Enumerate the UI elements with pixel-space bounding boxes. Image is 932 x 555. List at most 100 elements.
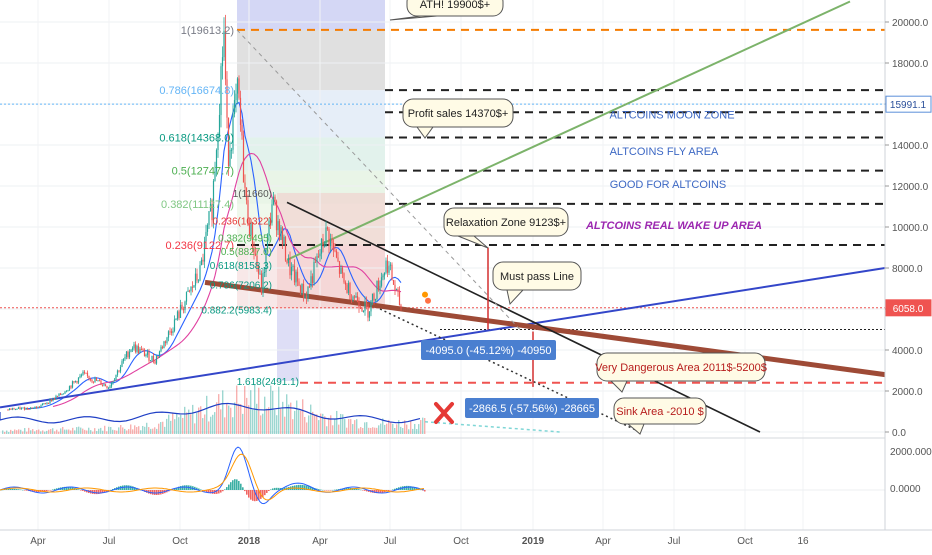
candle-body bbox=[212, 180, 215, 221]
volume-bar bbox=[358, 428, 360, 434]
volume-bar bbox=[22, 431, 24, 434]
price-axis[interactable]: 0.02000.04000.06000.08000.010000.012000.… bbox=[884, 0, 932, 530]
osc-histogram-bar bbox=[310, 486, 312, 490]
candle-body bbox=[337, 257, 339, 262]
osc-histogram-bar bbox=[64, 486, 66, 490]
candle-body bbox=[253, 247, 255, 254]
volume-bar bbox=[84, 429, 86, 434]
candle-body bbox=[179, 304, 182, 318]
volume-bar bbox=[94, 428, 96, 434]
ma-fast-line bbox=[25, 101, 402, 410]
volume-bar bbox=[266, 408, 268, 434]
candle-body bbox=[139, 348, 141, 354]
candle-body bbox=[101, 384, 104, 386]
volume-bar bbox=[400, 426, 402, 434]
osc-tick-label-1: 0.0000 bbox=[890, 484, 921, 495]
candle-body bbox=[256, 255, 258, 266]
volume-bar bbox=[40, 431, 42, 434]
volume-bar bbox=[412, 428, 414, 434]
volume-bar bbox=[368, 427, 370, 434]
osc-histogram-bar bbox=[298, 484, 300, 490]
volume-bar bbox=[188, 409, 190, 434]
volume-bar bbox=[120, 425, 122, 434]
osc-histogram-bar bbox=[244, 490, 246, 492]
osc-histogram-bar bbox=[420, 489, 422, 491]
volume-bar bbox=[314, 414, 316, 434]
volume-bar bbox=[280, 408, 282, 434]
candle-body bbox=[224, 30, 227, 80]
volume-bar bbox=[140, 430, 142, 434]
candle-body bbox=[106, 386, 108, 389]
candle-body bbox=[68, 386, 71, 391]
osc-histogram-bar bbox=[378, 490, 380, 494]
trendlines bbox=[0, 0, 886, 433]
volume-bar bbox=[318, 420, 320, 434]
candle-body bbox=[238, 78, 240, 98]
candle-body bbox=[29, 407, 32, 410]
candle-body bbox=[14, 409, 17, 411]
volume-bar bbox=[176, 413, 178, 434]
candle-body bbox=[41, 403, 44, 406]
volume-bar bbox=[328, 417, 330, 434]
volume-bar bbox=[66, 429, 68, 434]
candle-body bbox=[211, 203, 213, 221]
volume-bar bbox=[126, 430, 128, 434]
volume-bar bbox=[168, 414, 170, 434]
callout-1: Profit sales 14370$+ bbox=[402, 98, 514, 139]
candle-body bbox=[134, 344, 137, 352]
volume-bar bbox=[28, 427, 30, 434]
volume-bar bbox=[156, 428, 158, 434]
volume-bar bbox=[204, 414, 206, 434]
candle-body bbox=[170, 331, 173, 333]
volume-bar bbox=[316, 414, 318, 434]
volume-bar bbox=[150, 428, 152, 434]
osc-histogram-bar bbox=[406, 485, 408, 490]
osc-histogram-bar bbox=[22, 489, 24, 491]
volume-bar bbox=[148, 427, 150, 434]
candle-body bbox=[83, 371, 86, 373]
candle-body bbox=[121, 361, 123, 367]
volume-bar bbox=[162, 421, 164, 434]
volume-bar bbox=[196, 412, 198, 434]
volume-bar bbox=[42, 430, 44, 434]
osc-histogram-bar bbox=[296, 485, 298, 490]
volume-bar bbox=[182, 417, 184, 434]
callout-box bbox=[406, 0, 504, 17]
volume-bar bbox=[108, 426, 110, 434]
volume-bar bbox=[274, 409, 276, 434]
volume-bar bbox=[260, 415, 262, 434]
candle-body bbox=[340, 267, 342, 274]
macd-line bbox=[0, 446, 425, 505]
volume-bar bbox=[174, 419, 176, 434]
candle-body bbox=[392, 279, 395, 285]
candle-body bbox=[398, 291, 401, 306]
candle-body bbox=[62, 393, 65, 395]
candle-body bbox=[319, 253, 321, 257]
candle-body bbox=[187, 290, 189, 292]
osc-histogram-bar bbox=[374, 490, 376, 494]
time-axis[interactable]: Apr Jul Oct 2018 Apr Jul Oct 2019 Apr Jul Oct 16 bbox=[0, 529, 932, 547]
osc-histogram-bar bbox=[266, 490, 268, 493]
volume-bar bbox=[240, 404, 242, 434]
volume-bar bbox=[34, 431, 36, 434]
osc-histogram-bar bbox=[184, 485, 186, 490]
volume-bar bbox=[370, 427, 372, 434]
osc-histogram-bar bbox=[42, 490, 44, 492]
osc-histogram-bar bbox=[180, 486, 182, 490]
osc-histogram-bar bbox=[94, 490, 96, 495]
candle-body bbox=[157, 356, 159, 358]
osc-histogram-bar bbox=[194, 486, 196, 490]
volume-bar bbox=[216, 402, 218, 434]
candle-body bbox=[80, 374, 83, 376]
fib-label-4: 0.382(11127.4) bbox=[161, 199, 234, 211]
volume-bar bbox=[70, 430, 72, 434]
volume-bar bbox=[106, 431, 108, 434]
oscillator-pane bbox=[0, 437, 932, 505]
candle-body bbox=[16, 408, 18, 410]
osc-histogram-bar bbox=[44, 490, 46, 492]
candle-body bbox=[89, 379, 92, 381]
volume-bar bbox=[60, 428, 62, 434]
osc-histogram-bar bbox=[174, 488, 176, 490]
